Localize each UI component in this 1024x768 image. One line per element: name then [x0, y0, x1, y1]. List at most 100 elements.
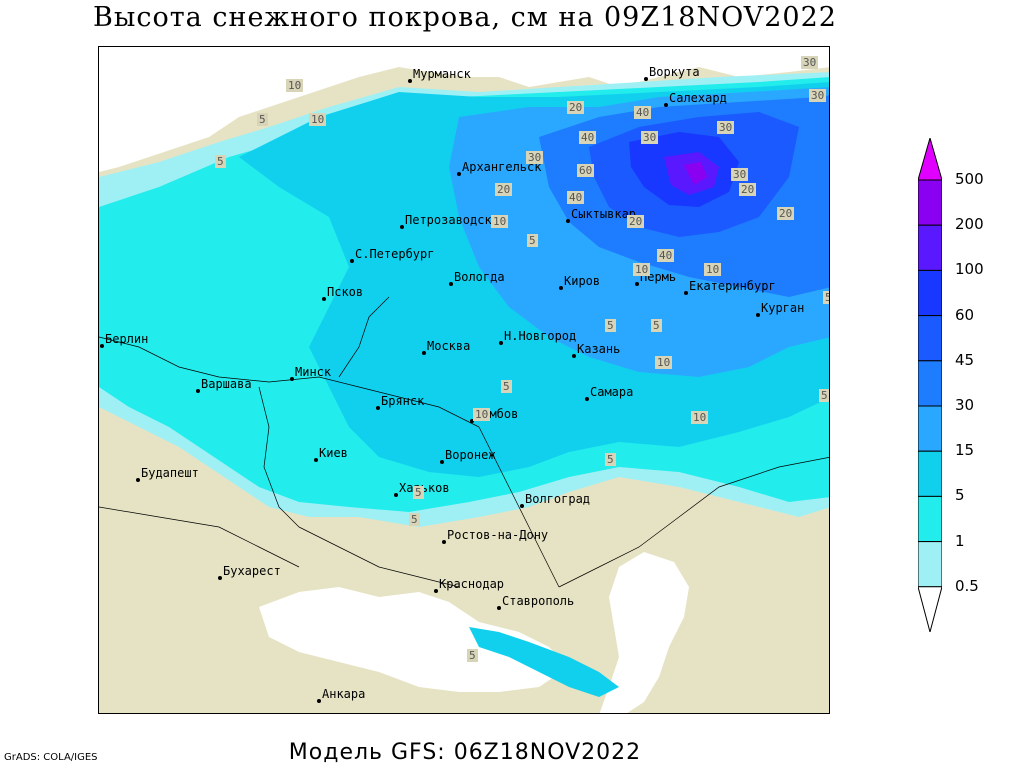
contour-label: 20 [739, 183, 757, 196]
city-marker [449, 282, 453, 286]
city-marker [684, 291, 688, 295]
contour-label: 20 [627, 215, 645, 228]
city-label: Киев [314, 446, 348, 462]
snow-depth-map[interactable]: Мурманск Воркута Салехард Архангельск Сыктыв… [98, 46, 830, 714]
legend-swatch [918, 179, 942, 226]
city-label: Москва [422, 339, 470, 355]
contour-label: 5 [605, 453, 616, 466]
city-marker [585, 397, 589, 401]
contour-label: 5 [413, 486, 424, 499]
caspian-sea [599, 552, 689, 713]
legend-bottom-arrow [918, 586, 942, 632]
contour-label: 5 [823, 291, 829, 304]
contour-label: 20 [495, 183, 513, 196]
city-label: Казань [572, 342, 620, 358]
city-label: Воркута [644, 65, 700, 81]
city-label: С.Петербург [350, 247, 434, 263]
contour-label: 20 [567, 101, 585, 114]
contour-label: 40 [579, 131, 597, 144]
city-marker [499, 341, 503, 345]
contour-label: 40 [657, 249, 675, 262]
city-marker [470, 419, 474, 423]
city-label: Н.Новгород [499, 329, 576, 345]
city-marker [408, 79, 412, 83]
legend-swatch [918, 315, 942, 362]
contour-label: 5 [651, 319, 662, 332]
city-marker [440, 460, 444, 464]
legend-top-arrow [918, 138, 942, 181]
city-marker [394, 493, 398, 497]
country-borders [99, 296, 829, 588]
city-marker [756, 313, 760, 317]
city-label: Бухарест [218, 564, 281, 580]
city-label: Салехард [664, 91, 727, 107]
city-marker [290, 377, 294, 381]
city-marker [559, 286, 563, 290]
contour-label: 10 [491, 215, 509, 228]
city-marker [322, 297, 326, 301]
city-marker [196, 389, 200, 393]
city-marker [434, 589, 438, 593]
city-label: Брянск [376, 394, 424, 410]
city-label: Курган [756, 301, 804, 317]
snow-layer-200 [684, 162, 707, 185]
map-title: Высота снежного покрова, см на 09Z18NOV2… [93, 2, 837, 33]
city-marker [400, 225, 404, 229]
grads-credit: GrADS: COLA/IGES [4, 752, 98, 763]
legend-swatch [918, 269, 942, 317]
contour-label: 5 [605, 319, 616, 332]
model-subtitle: Модель GFS: 06Z18NOV2022 [288, 740, 642, 765]
contour-label: 30 [641, 131, 659, 144]
city-label: Екатеринбург [684, 279, 776, 295]
caucasus-snow [469, 627, 619, 697]
contour-label: 10 [309, 113, 327, 126]
legend-swatch [918, 495, 942, 543]
legend-level-label: 5 [955, 486, 965, 505]
contour-label: 5 [467, 649, 478, 662]
contour-label: 10 [633, 263, 651, 276]
contour-label: 20 [777, 207, 795, 220]
contour-label: 5 [501, 380, 512, 393]
contour-label: 40 [567, 191, 585, 204]
city-marker [644, 77, 648, 81]
city-label: Архангельск [457, 160, 541, 176]
contour-label: 10 [704, 263, 722, 276]
contour-label: 10 [655, 356, 673, 369]
contour-label: 5 [409, 513, 420, 526]
city-marker [376, 406, 380, 410]
city-marker [572, 354, 576, 358]
city-marker [635, 282, 639, 286]
city-label: Сыктывкар [566, 207, 636, 223]
contour-label: 30 [731, 168, 749, 181]
city-label: Киров [559, 274, 600, 290]
city-marker [422, 351, 426, 355]
black-sea [259, 587, 569, 692]
contour-label: 10 [691, 411, 709, 424]
city-label: Краснодар [434, 577, 504, 593]
city-label: Псков [322, 285, 363, 301]
legend-level-label: 200 [955, 215, 984, 234]
city-label: Мурманск [408, 67, 471, 83]
contour-label: 5 [819, 389, 829, 402]
city-label: Анкара [317, 687, 365, 703]
contour-label: 40 [634, 106, 652, 119]
city-label: Берлин [100, 332, 148, 348]
legend-level-label: 60 [955, 305, 975, 324]
city-label: Минск [290, 365, 331, 381]
legend-level-label: 30 [955, 396, 975, 414]
city-marker [566, 219, 570, 223]
contour-label: 5 [215, 155, 226, 168]
contour-label: 30 [717, 121, 735, 134]
contour-label: 10 [473, 408, 491, 421]
legend-level-label: 45 [955, 350, 975, 369]
city-marker [100, 344, 104, 348]
city-label: Волгоград [520, 492, 590, 508]
legend-level-label: 0.5 [955, 576, 979, 595]
contour-label: 5 [527, 234, 538, 247]
city-marker [497, 606, 501, 610]
contour-label: 30 [801, 56, 819, 69]
city-marker [457, 172, 461, 176]
contour-label: 10 [286, 79, 304, 92]
city-marker [664, 103, 668, 107]
city-marker [136, 478, 140, 482]
